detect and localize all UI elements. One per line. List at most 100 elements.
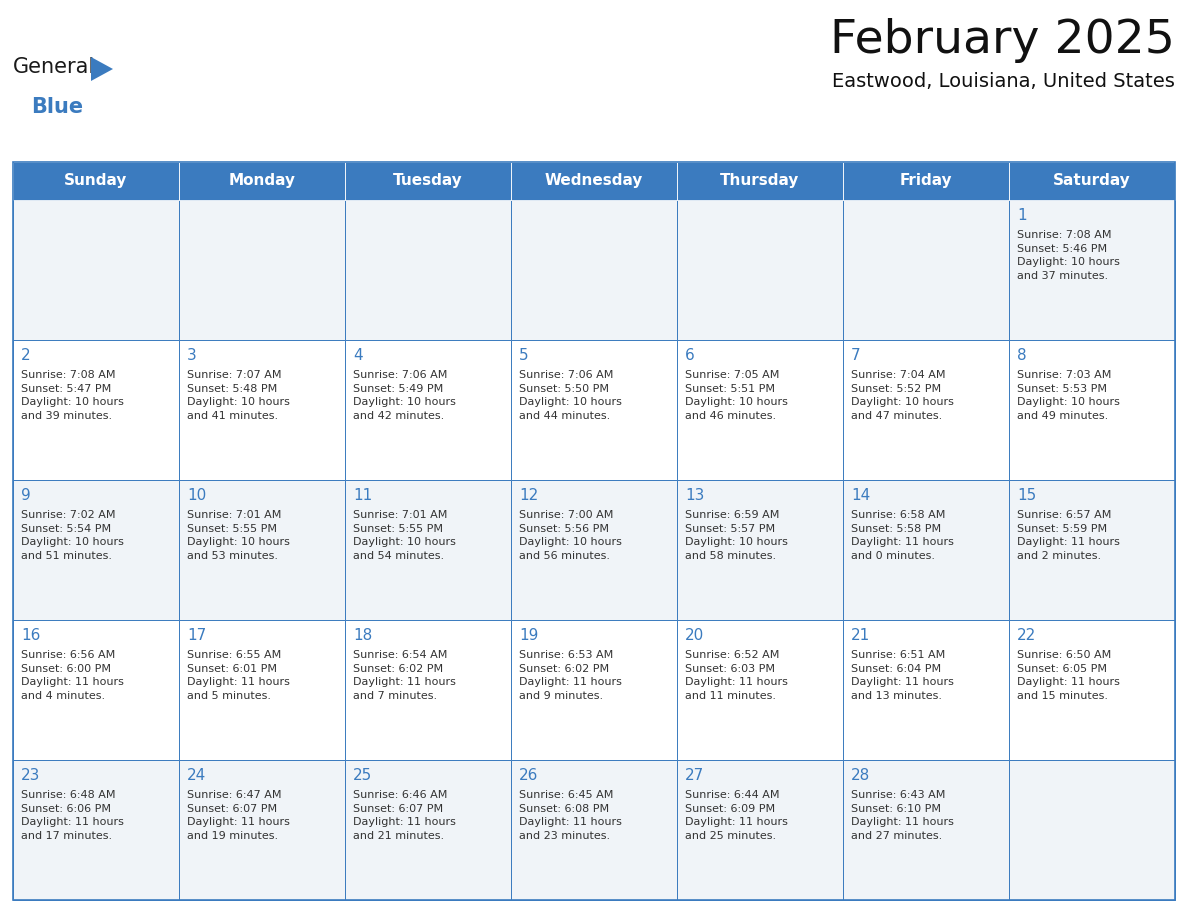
Text: 26: 26	[519, 768, 538, 783]
Text: Sunrise: 6:46 AM
Sunset: 6:07 PM
Daylight: 11 hours
and 21 minutes.: Sunrise: 6:46 AM Sunset: 6:07 PM Dayligh…	[353, 790, 456, 841]
Text: Sunrise: 7:01 AM
Sunset: 5:55 PM
Daylight: 10 hours
and 53 minutes.: Sunrise: 7:01 AM Sunset: 5:55 PM Dayligh…	[187, 510, 290, 561]
Bar	[345, 340, 511, 480]
Bar	[843, 480, 1009, 620]
Text: 14: 14	[851, 488, 871, 503]
Text: 4: 4	[353, 348, 362, 363]
Text: 24: 24	[187, 768, 207, 783]
Text: Saturday: Saturday	[1053, 174, 1131, 188]
Bar	[843, 340, 1009, 480]
Text: Sunrise: 6:55 AM
Sunset: 6:01 PM
Daylight: 11 hours
and 5 minutes.: Sunrise: 6:55 AM Sunset: 6:01 PM Dayligh…	[187, 650, 290, 700]
Text: 23: 23	[21, 768, 40, 783]
Bar	[179, 162, 345, 200]
Bar	[179, 760, 345, 900]
Bar	[1009, 760, 1175, 900]
Text: 12: 12	[519, 488, 538, 503]
Text: Sunrise: 6:53 AM
Sunset: 6:02 PM
Daylight: 11 hours
and 9 minutes.: Sunrise: 6:53 AM Sunset: 6:02 PM Dayligh…	[519, 650, 621, 700]
Bar	[345, 162, 511, 200]
Bar	[511, 760, 677, 900]
Bar	[511, 200, 677, 340]
Text: Friday: Friday	[899, 174, 953, 188]
Text: Sunrise: 7:05 AM
Sunset: 5:51 PM
Daylight: 10 hours
and 46 minutes.: Sunrise: 7:05 AM Sunset: 5:51 PM Dayligh…	[685, 370, 788, 420]
Bar	[13, 620, 179, 760]
Text: 18: 18	[353, 628, 372, 643]
Text: 28: 28	[851, 768, 871, 783]
Text: Thursday: Thursday	[720, 174, 800, 188]
Bar	[13, 760, 179, 900]
Bar	[843, 162, 1009, 200]
Bar	[1009, 162, 1175, 200]
Text: 20: 20	[685, 628, 704, 643]
Text: 27: 27	[685, 768, 704, 783]
Bar	[345, 200, 511, 340]
Text: Sunrise: 6:50 AM
Sunset: 6:05 PM
Daylight: 11 hours
and 15 minutes.: Sunrise: 6:50 AM Sunset: 6:05 PM Dayligh…	[1017, 650, 1120, 700]
Bar	[345, 620, 511, 760]
Bar	[1009, 340, 1175, 480]
Text: Sunrise: 6:52 AM
Sunset: 6:03 PM
Daylight: 11 hours
and 11 minutes.: Sunrise: 6:52 AM Sunset: 6:03 PM Dayligh…	[685, 650, 788, 700]
Bar	[677, 162, 843, 200]
Text: 1: 1	[1017, 208, 1026, 223]
Text: 2: 2	[21, 348, 31, 363]
Text: 15: 15	[1017, 488, 1036, 503]
Bar	[511, 480, 677, 620]
Text: Sunrise: 7:04 AM
Sunset: 5:52 PM
Daylight: 10 hours
and 47 minutes.: Sunrise: 7:04 AM Sunset: 5:52 PM Dayligh…	[851, 370, 954, 420]
Text: 8: 8	[1017, 348, 1026, 363]
Text: Sunrise: 6:51 AM
Sunset: 6:04 PM
Daylight: 11 hours
and 13 minutes.: Sunrise: 6:51 AM Sunset: 6:04 PM Dayligh…	[851, 650, 954, 700]
Bar	[1009, 620, 1175, 760]
Bar	[843, 760, 1009, 900]
Text: Blue: Blue	[31, 97, 83, 117]
Text: 11: 11	[353, 488, 372, 503]
Text: Monday: Monday	[228, 174, 296, 188]
Text: Sunrise: 6:45 AM
Sunset: 6:08 PM
Daylight: 11 hours
and 23 minutes.: Sunrise: 6:45 AM Sunset: 6:08 PM Dayligh…	[519, 790, 621, 841]
Text: 5: 5	[519, 348, 529, 363]
Bar	[345, 760, 511, 900]
Bar	[13, 200, 179, 340]
Text: Sunrise: 7:07 AM
Sunset: 5:48 PM
Daylight: 10 hours
and 41 minutes.: Sunrise: 7:07 AM Sunset: 5:48 PM Dayligh…	[187, 370, 290, 420]
Text: Sunrise: 7:01 AM
Sunset: 5:55 PM
Daylight: 10 hours
and 54 minutes.: Sunrise: 7:01 AM Sunset: 5:55 PM Dayligh…	[353, 510, 456, 561]
Bar	[677, 480, 843, 620]
Text: Sunrise: 6:43 AM
Sunset: 6:10 PM
Daylight: 11 hours
and 27 minutes.: Sunrise: 6:43 AM Sunset: 6:10 PM Dayligh…	[851, 790, 954, 841]
Bar	[1009, 200, 1175, 340]
Text: Sunrise: 6:48 AM
Sunset: 6:06 PM
Daylight: 11 hours
and 17 minutes.: Sunrise: 6:48 AM Sunset: 6:06 PM Dayligh…	[21, 790, 124, 841]
Text: 22: 22	[1017, 628, 1036, 643]
Text: February 2025: February 2025	[830, 18, 1175, 63]
Text: 9: 9	[21, 488, 31, 503]
Text: Sunday: Sunday	[64, 174, 127, 188]
Bar	[511, 340, 677, 480]
Text: 25: 25	[353, 768, 372, 783]
Bar	[179, 200, 345, 340]
Bar	[13, 162, 1175, 900]
Text: Sunrise: 6:54 AM
Sunset: 6:02 PM
Daylight: 11 hours
and 7 minutes.: Sunrise: 6:54 AM Sunset: 6:02 PM Dayligh…	[353, 650, 456, 700]
Text: Sunrise: 6:47 AM
Sunset: 6:07 PM
Daylight: 11 hours
and 19 minutes.: Sunrise: 6:47 AM Sunset: 6:07 PM Dayligh…	[187, 790, 290, 841]
Bar	[13, 340, 179, 480]
Text: Sunrise: 6:59 AM
Sunset: 5:57 PM
Daylight: 10 hours
and 58 minutes.: Sunrise: 6:59 AM Sunset: 5:57 PM Dayligh…	[685, 510, 788, 561]
Text: Sunrise: 7:02 AM
Sunset: 5:54 PM
Daylight: 10 hours
and 51 minutes.: Sunrise: 7:02 AM Sunset: 5:54 PM Dayligh…	[21, 510, 124, 561]
Bar	[345, 480, 511, 620]
Text: Sunrise: 7:06 AM
Sunset: 5:49 PM
Daylight: 10 hours
and 42 minutes.: Sunrise: 7:06 AM Sunset: 5:49 PM Dayligh…	[353, 370, 456, 420]
Bar	[1009, 480, 1175, 620]
Text: Wednesday: Wednesday	[545, 174, 643, 188]
Text: Sunrise: 7:06 AM
Sunset: 5:50 PM
Daylight: 10 hours
and 44 minutes.: Sunrise: 7:06 AM Sunset: 5:50 PM Dayligh…	[519, 370, 621, 420]
Text: 21: 21	[851, 628, 871, 643]
Text: Tuesday: Tuesday	[393, 174, 463, 188]
Bar	[179, 620, 345, 760]
Text: Sunrise: 7:08 AM
Sunset: 5:46 PM
Daylight: 10 hours
and 37 minutes.: Sunrise: 7:08 AM Sunset: 5:46 PM Dayligh…	[1017, 230, 1120, 281]
Text: General: General	[13, 57, 95, 77]
Text: Sunrise: 7:08 AM
Sunset: 5:47 PM
Daylight: 10 hours
and 39 minutes.: Sunrise: 7:08 AM Sunset: 5:47 PM Dayligh…	[21, 370, 124, 420]
Bar	[843, 620, 1009, 760]
Bar	[13, 480, 179, 620]
Bar	[843, 200, 1009, 340]
Text: 17: 17	[187, 628, 207, 643]
Text: 16: 16	[21, 628, 40, 643]
Text: 7: 7	[851, 348, 860, 363]
Text: Eastwood, Louisiana, United States: Eastwood, Louisiana, United States	[832, 72, 1175, 91]
Text: Sunrise: 6:44 AM
Sunset: 6:09 PM
Daylight: 11 hours
and 25 minutes.: Sunrise: 6:44 AM Sunset: 6:09 PM Dayligh…	[685, 790, 788, 841]
Text: 3: 3	[187, 348, 197, 363]
Bar	[179, 480, 345, 620]
Text: Sunrise: 7:03 AM
Sunset: 5:53 PM
Daylight: 10 hours
and 49 minutes.: Sunrise: 7:03 AM Sunset: 5:53 PM Dayligh…	[1017, 370, 1120, 420]
Text: 13: 13	[685, 488, 704, 503]
Bar	[677, 620, 843, 760]
Bar	[511, 162, 677, 200]
Bar	[677, 340, 843, 480]
Text: Sunrise: 6:56 AM
Sunset: 6:00 PM
Daylight: 11 hours
and 4 minutes.: Sunrise: 6:56 AM Sunset: 6:00 PM Dayligh…	[21, 650, 124, 700]
Text: Sunrise: 7:00 AM
Sunset: 5:56 PM
Daylight: 10 hours
and 56 minutes.: Sunrise: 7:00 AM Sunset: 5:56 PM Dayligh…	[519, 510, 621, 561]
